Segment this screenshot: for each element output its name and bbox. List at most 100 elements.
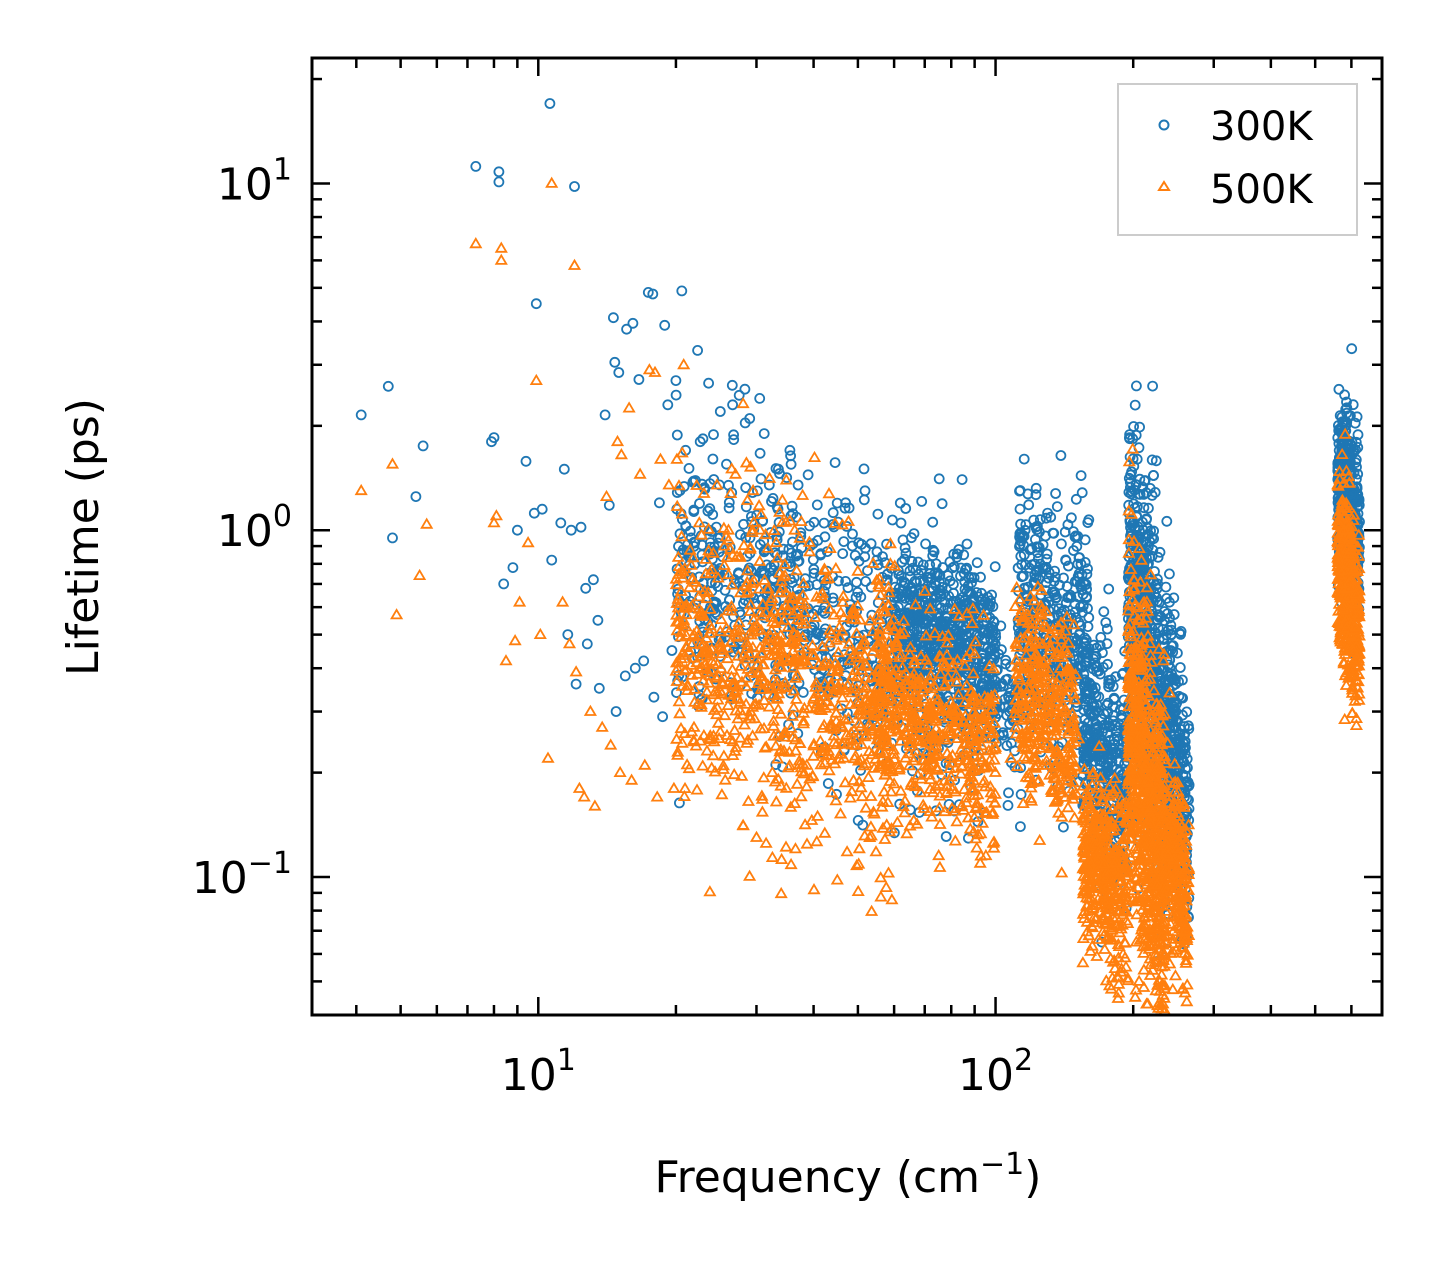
point-300K xyxy=(1123,499,1135,511)
point-300K xyxy=(1126,466,1137,478)
point-300K xyxy=(791,583,803,595)
point-300K xyxy=(493,176,505,188)
point-300K xyxy=(1018,453,1030,465)
point-300K xyxy=(740,501,752,513)
point-300K xyxy=(603,499,615,511)
point-500K xyxy=(774,886,788,899)
point-300K xyxy=(382,380,394,392)
point-300K xyxy=(771,534,783,546)
point-300K xyxy=(960,629,972,640)
point-300K xyxy=(847,528,858,540)
point-300K xyxy=(609,356,621,368)
point-500K xyxy=(846,773,861,785)
point-300K xyxy=(1031,524,1043,535)
point-300K xyxy=(680,520,692,532)
series-layer xyxy=(354,98,1366,1016)
point-300K xyxy=(757,515,769,527)
point-300K xyxy=(719,584,731,596)
point-500K xyxy=(861,770,875,782)
point-300K xyxy=(702,505,714,517)
point-300K xyxy=(797,687,809,698)
point-300K xyxy=(795,530,807,542)
point-300K xyxy=(1072,531,1084,542)
point-300K xyxy=(1075,601,1086,613)
point-300K xyxy=(1101,638,1113,650)
point-500K xyxy=(890,815,904,827)
point-300K xyxy=(895,517,907,529)
point-300K xyxy=(536,503,548,515)
point-300K xyxy=(831,788,842,800)
point-300K xyxy=(996,644,1007,656)
point-300K xyxy=(1082,563,1093,575)
point-300K xyxy=(896,575,908,587)
point-300K xyxy=(924,568,936,579)
point-500K xyxy=(771,702,785,714)
point-500K xyxy=(788,842,803,854)
point-300K xyxy=(1018,539,1029,551)
point-500K xyxy=(859,801,873,813)
point-300K xyxy=(906,556,918,567)
point-300K xyxy=(1031,541,1043,553)
point-300K xyxy=(784,444,796,456)
point-300K xyxy=(808,563,820,575)
point-300K xyxy=(1023,562,1035,574)
point-300K xyxy=(1076,487,1088,499)
point-300K xyxy=(638,655,650,667)
point-300K xyxy=(1146,454,1158,466)
point-300K xyxy=(917,559,929,571)
point-300K xyxy=(1147,380,1158,392)
point-300K xyxy=(859,485,871,497)
point-300K xyxy=(940,831,952,842)
point-500K xyxy=(864,789,878,801)
point-300K xyxy=(662,399,674,411)
point-300K xyxy=(613,367,625,378)
point-500K xyxy=(840,845,854,857)
point-300K xyxy=(670,389,682,401)
point-300K xyxy=(593,682,605,694)
point-500K xyxy=(703,885,717,897)
point-300K xyxy=(608,312,619,324)
point-300K xyxy=(811,579,823,590)
point-300K xyxy=(666,645,678,656)
point-300K xyxy=(859,551,871,563)
point-300K xyxy=(417,440,429,452)
point-500K xyxy=(845,784,859,797)
point-500K xyxy=(775,852,789,864)
point-500K xyxy=(755,805,769,817)
point-300K xyxy=(1019,524,1031,536)
point-300K xyxy=(1101,623,1113,635)
point-500K xyxy=(673,707,687,719)
point-300K xyxy=(1050,592,1061,604)
point-500K xyxy=(807,883,821,895)
point-300K xyxy=(932,567,943,579)
point-300K xyxy=(1078,757,1090,769)
point-300K xyxy=(1059,526,1071,538)
point-300K xyxy=(954,594,966,606)
point-300K xyxy=(781,472,793,484)
point-500K xyxy=(765,850,779,862)
point-300K xyxy=(1079,724,1090,736)
point-300K xyxy=(1005,737,1017,749)
point-300K xyxy=(588,574,599,586)
point-300K xyxy=(1049,565,1060,577)
point-300K xyxy=(1148,576,1160,588)
point-300K xyxy=(1108,692,1120,704)
point-300K xyxy=(786,500,798,512)
point-300K xyxy=(918,618,930,630)
point-300K xyxy=(901,634,912,645)
point-300K xyxy=(1055,450,1067,461)
point-300K xyxy=(1134,421,1145,433)
point-300K xyxy=(728,611,739,622)
point-300K xyxy=(1048,603,1060,615)
point-500K xyxy=(696,759,710,771)
point-500K xyxy=(674,721,688,734)
point-300K xyxy=(947,621,959,632)
point-500K xyxy=(800,837,814,849)
point-500K xyxy=(753,554,767,566)
point-300K xyxy=(728,434,740,446)
point-300K xyxy=(740,482,752,494)
point-300K xyxy=(902,587,913,599)
point-500K xyxy=(885,893,899,905)
point-300K xyxy=(1082,743,1093,755)
point-300K xyxy=(739,383,751,395)
